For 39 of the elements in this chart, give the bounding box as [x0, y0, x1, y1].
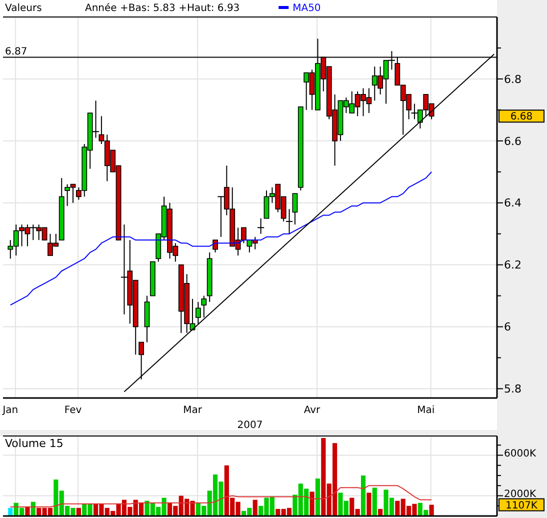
- y-tick-label: 6.8: [504, 72, 522, 86]
- bar: [76, 508, 81, 516]
- bar: [252, 500, 258, 516]
- bar: [366, 492, 372, 516]
- y-tick-label: 6: [504, 320, 511, 334]
- bar: [310, 492, 314, 516]
- y-tick-label: 6000K: [504, 448, 536, 460]
- chart-title: Volume 15: [5, 437, 64, 450]
- candlestick: [292, 193, 298, 226]
- candlestick: [212, 240, 218, 253]
- candlestick: [201, 295, 207, 318]
- y-tick-label: 5.8: [504, 382, 522, 396]
- x-tick-label: Jan: [2, 405, 18, 416]
- line-series: [10, 171, 432, 306]
- bar: [8, 508, 13, 516]
- legend-title: Valeurs: [5, 3, 42, 14]
- bar: [372, 488, 377, 516]
- x-tick-label: Fev: [64, 405, 82, 416]
- x-tick-label: Avr: [304, 405, 322, 416]
- x-tick-label: Mar: [183, 405, 203, 416]
- x-axis-title: 2007: [237, 420, 263, 431]
- bar: [25, 506, 30, 516]
- ref-line-label: 6.87: [5, 46, 28, 58]
- bar: [378, 508, 383, 516]
- text: 1107K: [505, 500, 538, 512]
- y-tick-label: 6.4: [504, 196, 522, 210]
- bar: [429, 504, 434, 516]
- text: 6.68: [510, 112, 533, 123]
- line-series: [10, 485, 432, 508]
- candlestick: [138, 342, 144, 380]
- text: Année +Bas: 5.83 +Haut: 6.93: [85, 3, 240, 14]
- bar: [360, 475, 366, 516]
- bar: [315, 478, 320, 516]
- x-tick-label: Mai: [417, 405, 435, 416]
- y-tick-label: 2000K: [504, 489, 536, 500]
- y-tick-label: 6.6: [504, 134, 522, 148]
- candlestick: [196, 301, 201, 324]
- y-tick-label: 6.2: [504, 258, 522, 272]
- legend-label: MA50: [292, 3, 321, 14]
